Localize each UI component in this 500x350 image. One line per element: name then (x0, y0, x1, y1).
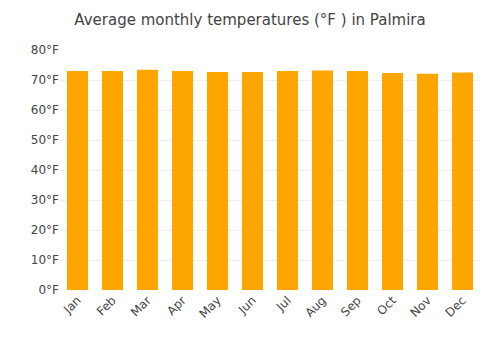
svg-text:Dec: Dec (443, 293, 469, 319)
svg-text:10°F: 10°F (31, 253, 59, 267)
svg-text:70°F: 70°F (31, 73, 59, 87)
svg-text:May: May (196, 293, 223, 320)
svg-text:Aug: Aug (302, 293, 328, 319)
svg-text:Jan: Jan (60, 293, 84, 317)
svg-text:60°F: 60°F (31, 103, 59, 117)
svg-text:0°F: 0°F (38, 283, 59, 297)
svg-text:40°F: 40°F (31, 163, 59, 177)
svg-text:Jul: Jul (273, 293, 294, 314)
svg-text:Sep: Sep (338, 293, 364, 319)
svg-text:Feb: Feb (94, 293, 119, 318)
svg-text:Jun: Jun (235, 293, 259, 317)
svg-text:Average monthly temperatures (: Average monthly temperatures (°F ) in Pa… (74, 11, 425, 29)
svg-text:50°F: 50°F (31, 133, 59, 147)
svg-text:Mar: Mar (128, 293, 154, 319)
svg-text:Nov: Nov (407, 293, 433, 319)
svg-text:20°F: 20°F (31, 223, 59, 237)
svg-text:Oct: Oct (374, 293, 399, 318)
svg-text:30°F: 30°F (31, 193, 59, 207)
svg-text:Apr: Apr (164, 293, 189, 318)
svg-text:80°F: 80°F (31, 43, 59, 57)
